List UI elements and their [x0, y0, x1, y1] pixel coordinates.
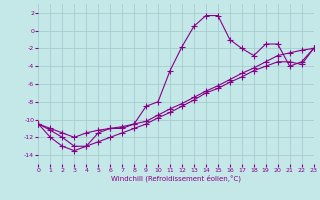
X-axis label: Windchill (Refroidissement éolien,°C): Windchill (Refroidissement éolien,°C)	[111, 175, 241, 182]
